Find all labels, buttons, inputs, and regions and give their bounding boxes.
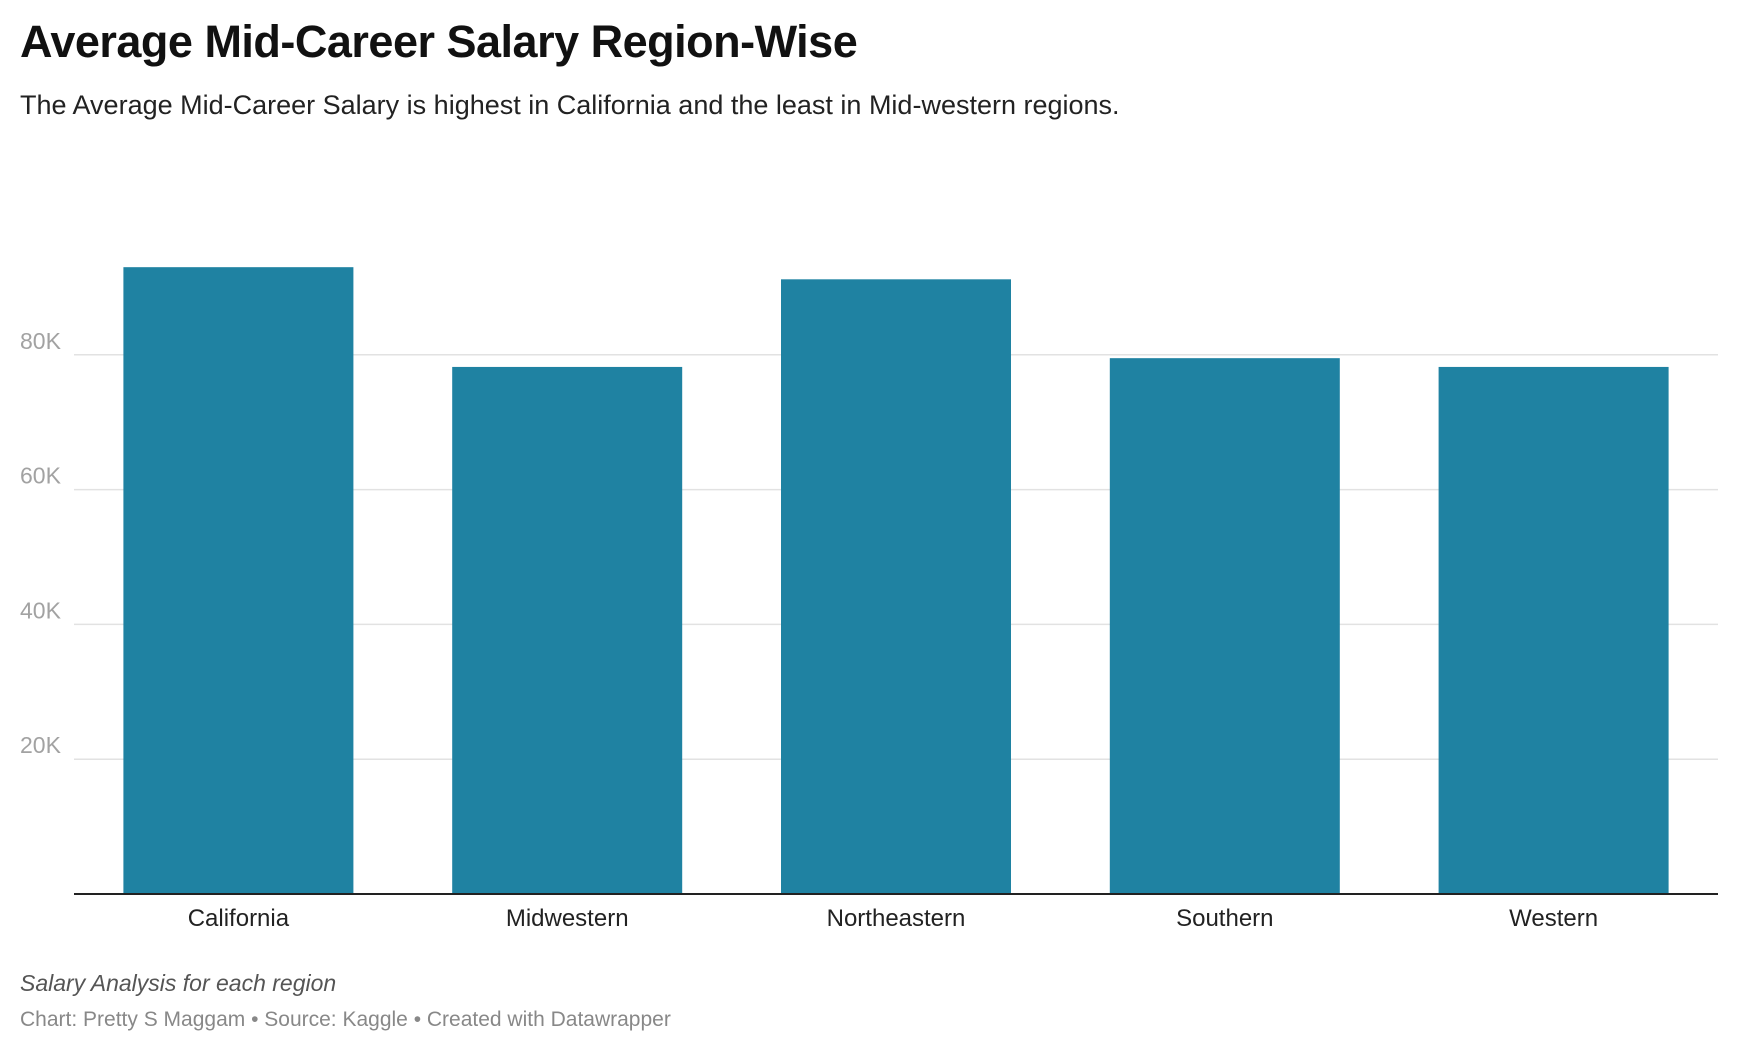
y-tick-label: 20K [20,732,62,758]
y-axis-tick-labels: 20K 40K 60K 80K [20,328,62,758]
bar-southern [1109,358,1340,894]
chart-subtitle: The Average Mid-Career Salary is highest… [20,90,1120,120]
x-tick-label: Western [1509,905,1598,932]
x-tick-label: California [188,905,290,932]
x-tick-label: Midwestern [506,905,629,932]
bar-western [1438,366,1669,894]
chart-notes: Salary Analysis for each region [20,970,337,996]
bar-northeastern [781,279,1011,894]
bar-chart: 20K 40K 60K 80K California Midwestern Northea… [20,267,1718,932]
bars [123,267,1669,894]
bar-california [123,267,354,894]
chart-title: Average Mid-Career Salary Region-Wise [20,16,858,67]
y-tick-label: 60K [20,463,62,489]
x-tick-label: Southern [1176,905,1273,932]
chart-byline: Chart: Pretty S Maggam • Source: Kaggle … [20,1008,671,1031]
x-tick-label: Northeastern [827,905,966,932]
y-tick-label: 80K [20,328,62,354]
x-axis-tick-labels: California Midwestern Northeastern Southern… [188,905,1598,932]
y-tick-label: 40K [20,597,62,623]
bar-midwestern [452,366,683,894]
